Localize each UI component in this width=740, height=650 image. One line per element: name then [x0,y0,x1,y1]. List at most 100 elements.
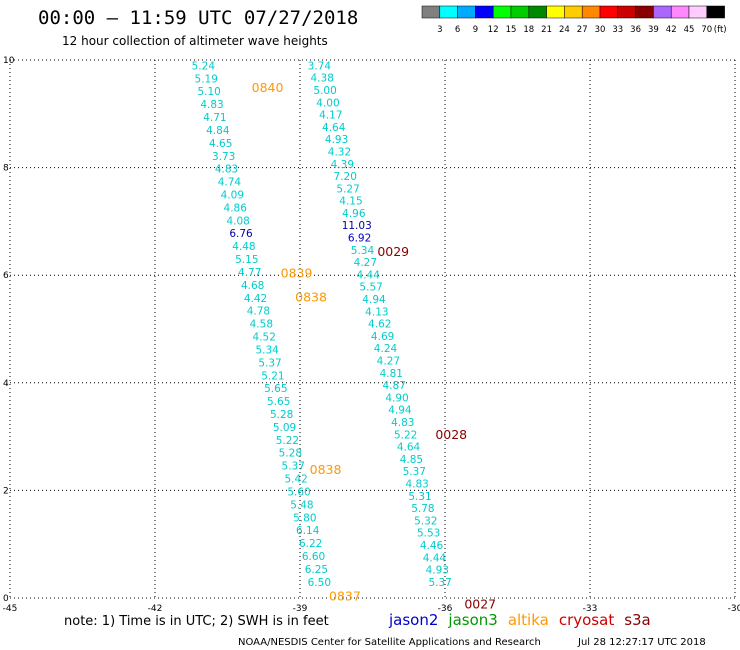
wave-height-value: 4.87 [382,380,405,392]
wave-height-value: 5.09 [273,422,296,434]
wave-height-value: 6.14 [296,525,320,537]
x-tick-label: -30 [728,604,740,614]
wave-height-value: 3.74 [308,60,332,72]
wave-height-value: 5.34 [351,245,375,257]
chart-title: 00:00 – 11:59 UTC 07/27/2018 [38,7,358,29]
wave-height-value: 4.32 [328,146,351,158]
legend-swatch [599,5,619,19]
wave-height-value: 11.03 [342,220,372,232]
satellite-legend: jason2 jason3 altika cryosat s3a [388,611,651,629]
plot-grid [9,59,736,599]
timestamp-text: Jul 28 12:27:17 UTC 2018 [577,637,706,648]
legend-label: 6 [455,25,460,35]
legend-swatch [617,5,636,19]
legend-label: 24 [559,25,570,35]
wave-height-value: 5.00 [313,85,336,97]
wave-height-value: 4.78 [247,306,270,318]
wave-height-value: 4.64 [397,442,421,454]
axis-ticks: -45 -42 -39 -36 -33 -30 0 2 4 6 8 10 [3,56,740,614]
wave-height-value: 5.37 [428,577,451,589]
wave-height-value: 4.27 [377,356,400,368]
pass-time-label: 0837 [329,588,361,603]
wave-height-value: 4.68 [241,280,264,292]
legend-swatch [546,5,565,19]
legend-unit: (ft) [714,25,727,35]
legend-label: 70 [701,25,712,35]
legend-label: 3 [437,25,442,35]
satellite-name: cryosat [559,611,614,629]
wave-height-value: 5.22 [394,429,417,441]
color-scale-legend: 3 6 9 12 15 18 21 24 27 30 33 36 39 42 45 70 (ft) [421,5,727,35]
wave-height-value: 4.15 [339,196,362,208]
wave-height-value: 4.83 [405,478,428,490]
legend-swatch [581,5,601,19]
wave-height-value: 5.19 [195,73,218,85]
legend-label: 45 [684,25,695,35]
legend-swatch [475,5,494,19]
x-tick-label: -42 [148,604,163,614]
wave-height-value: 4.90 [385,392,408,404]
credit-text: NOAA/NESDIS Center for Satellite Applica… [238,637,541,648]
y-tick-label: 2 [3,486,9,496]
wave-height-value: 7.20 [334,171,357,183]
legend-label: 9 [473,25,478,35]
wave-height-value: 4.27 [354,257,377,269]
y-tick-label: 8 [3,164,9,174]
y-tick-label: 10 [3,56,15,66]
wave-height-value: 4.86 [224,202,248,214]
pass-time-label: 0838 [310,462,342,477]
satellite-name: jason2 [388,611,438,629]
wave-height-value: 4.83 [391,417,414,429]
wave-height-value: 5.80 [293,512,316,524]
legend-label: 27 [577,25,588,35]
legend-swatch [706,5,725,19]
wave-height-value: 4.13 [365,306,388,318]
footnote-text: note: 1) Time is in UTC; 2) SWH is in fe… [64,614,329,629]
legend-swatch [653,5,672,19]
wave-height-value: 5.48 [290,499,313,511]
wave-height-value: 4.71 [203,112,226,124]
satellite-name: altika [508,611,549,629]
wave-height-value: 4.81 [380,368,403,380]
wave-height-value: 4.65 [209,138,232,150]
wave-height-value: 4.24 [374,343,398,355]
wave-height-value: 4.83 [215,164,238,176]
wave-height-value: 5.53 [417,528,440,540]
wave-height-value: 4.08 [226,215,249,227]
x-tick-label: -33 [583,604,598,614]
legend-swatch [564,5,583,19]
legend-label: 18 [523,25,534,35]
wave-height-value: 5.37 [258,357,281,369]
legend-label: 39 [648,25,659,35]
satellite-name: s3a [624,611,651,629]
legend-swatch [457,5,476,19]
wave-height-value: 4.58 [250,319,273,331]
wave-height-value: 4.85 [400,454,423,466]
wave-height-value: 5.65 [267,396,290,408]
wave-height-value: 6.22 [299,538,322,550]
wave-height-value: 4.83 [200,99,223,111]
legend-swatch [510,5,530,19]
legend-label: 36 [630,25,641,35]
wave-height-value: 5.37 [403,466,426,478]
wave-height-tracks: 5.245.195.104.834.714.844.653.734.834.74… [192,60,452,588]
wave-height-value: 4.94 [388,405,412,417]
wave-height-value: 5.21 [261,370,284,382]
satellite-name: jason3 [447,611,497,629]
wave-height-value: 6.60 [302,551,325,563]
wave-height-value: 5.65 [264,383,287,395]
pass-time-label: 0840 [252,80,284,95]
wave-height-value: 4.96 [342,208,366,220]
legend-swatch [670,5,690,19]
wave-height-value: 5.15 [235,254,258,266]
wave-height-value: 4.69 [371,331,394,343]
x-tick-label: -45 [3,604,18,614]
wave-height-value: 4.44 [357,269,381,281]
wave-height-value: 5.28 [279,448,302,460]
legend-swatch [439,5,458,19]
legend-swatch [492,5,512,19]
x-tick-label: -36 [438,604,453,614]
wave-height-value: 6.92 [348,233,371,245]
wave-height-value: 5.10 [197,86,220,98]
